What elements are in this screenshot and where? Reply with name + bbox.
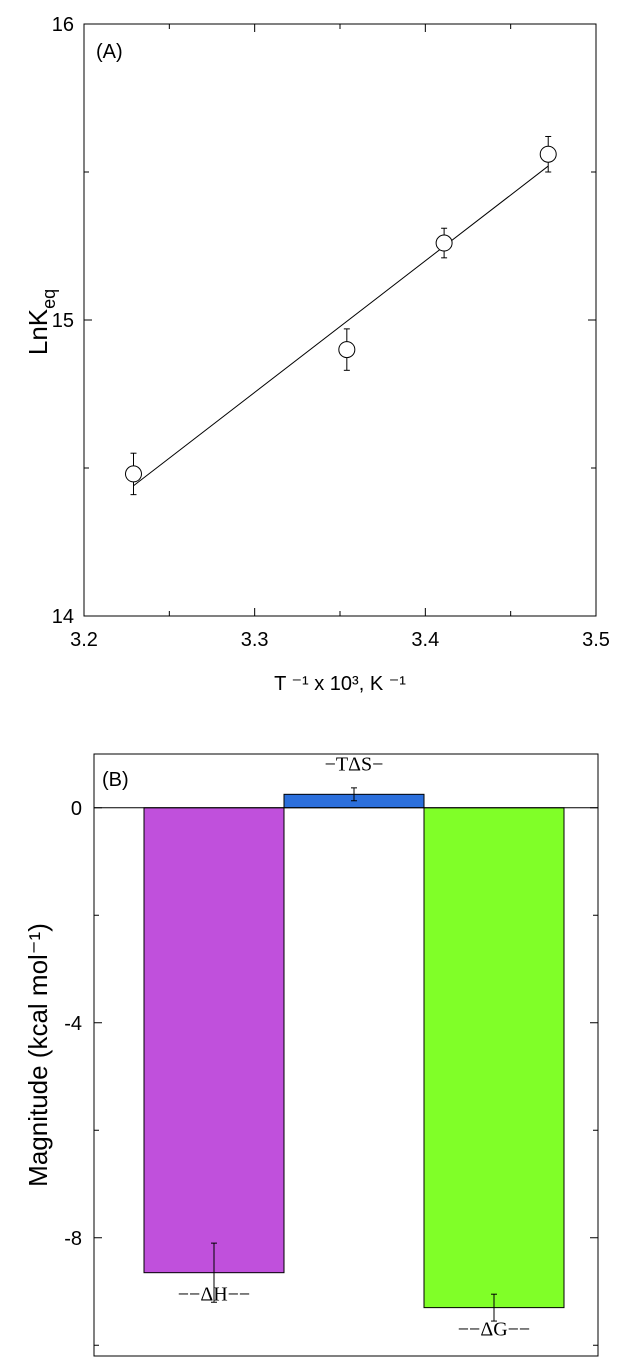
panel-b: 0 -4 -8 −−ΔH−− −TΔS− −−ΔG−− (B) Magnitude (k…: [23, 753, 599, 1357]
x-tick-label: 3.4: [411, 629, 439, 651]
y-tick-label: -4: [64, 1013, 82, 1035]
panel-a-ticks: 3.2 3.3 3.4 3.5 14 15 16: [52, 14, 610, 651]
bar-label: −TΔS−: [325, 753, 384, 775]
panel-a-label: (A): [96, 41, 123, 63]
panel-b-label: (B): [102, 769, 129, 791]
data-point: [435, 234, 453, 252]
x-tick-label: 3.3: [241, 629, 269, 651]
data-point: [539, 145, 557, 163]
data-point: [338, 341, 356, 359]
y-tick-label: 14: [52, 606, 74, 628]
panel-b-y-axis-label: Magnitude (kcal mol⁻¹): [23, 923, 53, 1187]
panel-a-points: [124, 135, 557, 496]
panel-a-fit: [133, 165, 549, 487]
panel-b-ticks: 0 -4 -8: [64, 798, 598, 1346]
bar: [143, 807, 285, 1274]
y-tick-label: -8: [64, 1228, 82, 1250]
bar-label: −−ΔG−−: [458, 1319, 530, 1341]
x-tick-label: 3.5: [582, 629, 610, 651]
panel-b-frame: [93, 753, 599, 1357]
x-tick-label: 3.2: [70, 629, 98, 651]
y-tick-label: 0: [71, 798, 82, 820]
y-label-subscript: eq: [39, 289, 59, 309]
fit-line: [133, 165, 549, 487]
panel-a-y-axis-label: LnKeq: [23, 289, 59, 355]
data-point: [124, 465, 142, 483]
y-tick-label: 15: [52, 310, 74, 332]
panel-a-x-axis-label: T ⁻¹ x 10³, K ⁻¹: [274, 673, 406, 695]
y-tick-label: 16: [52, 14, 74, 36]
panel-b-bars: −−ΔH−− −TΔS− −−ΔG−−: [143, 753, 565, 1341]
bar-label: −−ΔH−−: [178, 1284, 250, 1306]
panel-a-frame: [83, 23, 597, 617]
svg-text:LnKeq: LnKeq: [23, 289, 59, 355]
y-label-main: LnK: [23, 308, 53, 355]
bar: [423, 807, 565, 1309]
